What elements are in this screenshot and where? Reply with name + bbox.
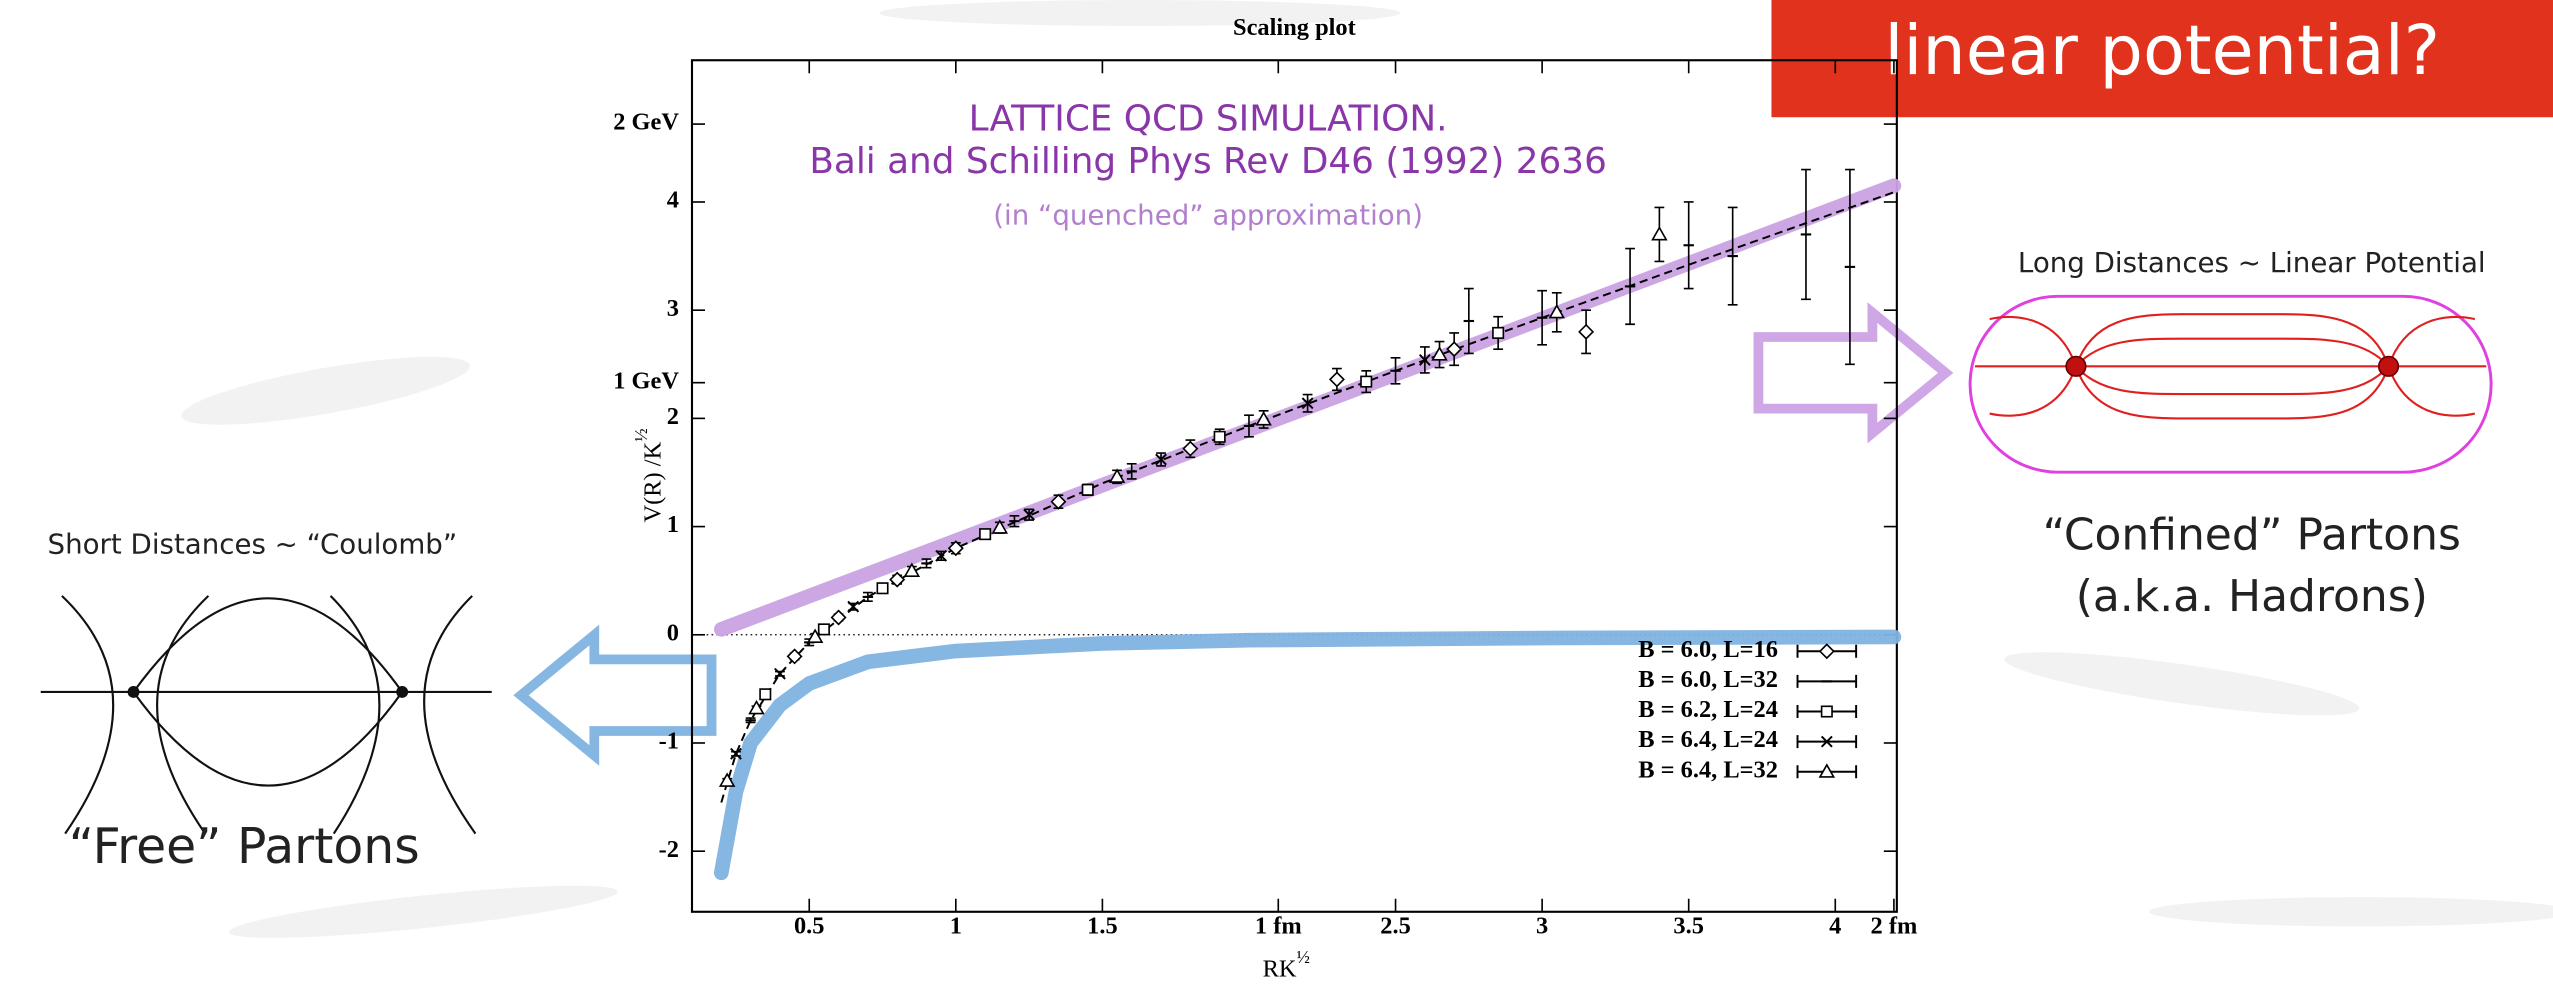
x-tick-label: 2 fm	[1871, 913, 1918, 940]
legend-marker	[1820, 705, 1833, 718]
y-tick-label: -2	[659, 836, 679, 863]
x-axis-label-sup: ½	[1297, 947, 1310, 967]
x-tick-label: 3.5	[1673, 913, 1704, 940]
marker	[759, 688, 772, 701]
left-title: Short Distances ~ “Coulomb”	[48, 527, 458, 560]
marker	[1155, 453, 1167, 466]
marker	[1360, 375, 1373, 388]
y-tick-label: 3	[667, 295, 679, 322]
marker	[1050, 493, 1067, 510]
marker	[1301, 397, 1314, 410]
marker	[991, 519, 1009, 534]
marker	[730, 747, 742, 760]
y-tick-label: 0	[667, 619, 679, 646]
y-tick-label: 4	[667, 187, 679, 214]
left-caption: “Free” Partons	[69, 818, 420, 875]
chart: Scaling plot -2 -1 0 1 2 3 4 1 GeV 2 GeV 0.5 1 1.5 1…	[613, 14, 1917, 982]
arrow-left	[513, 624, 717, 766]
x-tick-label: 0.5	[794, 913, 825, 940]
y-tick-label: 2 GeV	[613, 109, 679, 136]
marker	[1446, 341, 1463, 358]
marker	[718, 772, 736, 787]
y-tick-label: 2	[667, 403, 679, 430]
x-axis-label-main: RK	[1263, 955, 1297, 982]
overlay-line	[713, 629, 1902, 881]
legend-label: B = 6.0, L=32	[1638, 666, 1778, 693]
marker	[1578, 323, 1595, 340]
marker	[1182, 440, 1199, 457]
annotation: (in “quenched” approximation)	[993, 199, 1423, 232]
marker	[903, 562, 921, 577]
x-tick-label: 2.5	[1380, 913, 1411, 940]
marker	[1255, 410, 1272, 426]
marker	[876, 582, 889, 595]
y-axis-label: V(R) /K½	[631, 428, 666, 522]
legend-label: B = 6.2, L=24	[1638, 696, 1778, 723]
marker	[1328, 371, 1345, 388]
right-caption: (a.k.a. Hadrons)	[2076, 571, 2428, 622]
badge-box	[1771, 0, 2553, 118]
x-tick-label: 1 fm	[1255, 913, 1302, 940]
arrow-right	[1753, 302, 1954, 444]
marker	[947, 540, 964, 557]
x-tick-label: 1	[950, 913, 962, 940]
x-tick-label: 3	[1536, 913, 1548, 940]
annotation: LATTICE QCD SIMULATION.	[969, 98, 1448, 139]
marker	[935, 549, 948, 562]
marker	[806, 628, 824, 643]
marker	[889, 571, 906, 588]
marker	[748, 699, 765, 715]
x-tick-label: 4	[1829, 913, 1841, 940]
marker	[1418, 354, 1431, 366]
marker	[830, 609, 847, 626]
legend-marker	[1818, 643, 1835, 660]
chart-title: Scaling plot	[1233, 14, 1357, 41]
badge-text: linear potential?	[1884, 12, 2440, 91]
y-tick-label: 1 GeV	[613, 367, 679, 394]
x-tick-label: 1.5	[1087, 913, 1118, 940]
marker	[1548, 303, 1566, 319]
marker	[1108, 468, 1126, 483]
marker	[1213, 430, 1226, 443]
marker	[817, 623, 830, 636]
marker	[1492, 326, 1505, 339]
confinement-diagram	[1968, 294, 2493, 474]
coulomb-diagram	[40, 595, 492, 835]
marker	[774, 667, 786, 680]
right-title: Long Distances ~ Linear Potential	[2018, 246, 2486, 279]
marker	[1081, 483, 1094, 496]
marker	[1431, 346, 1448, 361]
legend-label: B = 6.4, L=24	[1638, 726, 1778, 753]
marker	[979, 528, 992, 541]
marker	[786, 648, 803, 665]
y-tick-label: -1	[659, 728, 679, 755]
y-axis-label-sup: ½	[631, 428, 651, 441]
legend-marker	[1820, 735, 1833, 748]
y-axis-label-main: V(R) /K	[639, 441, 666, 522]
marker	[1651, 225, 1668, 241]
legend-marker	[1818, 763, 1836, 778]
plot-frame	[690, 59, 1898, 913]
x-axis-label: RK½	[1263, 947, 1310, 982]
y-tick-label: 1	[667, 511, 679, 538]
legend-label: B = 6.0, L=16	[1638, 636, 1778, 663]
legend-label: B = 6.4, L=32	[1638, 756, 1778, 783]
annotation: Bali and Schilling Phys Rev D46 (1992) 2…	[809, 141, 1607, 182]
right-caption: “Confined” Partons	[2043, 509, 2461, 560]
marker	[1023, 508, 1036, 521]
marker	[847, 600, 860, 613]
background-wisps	[181, 0, 2553, 938]
